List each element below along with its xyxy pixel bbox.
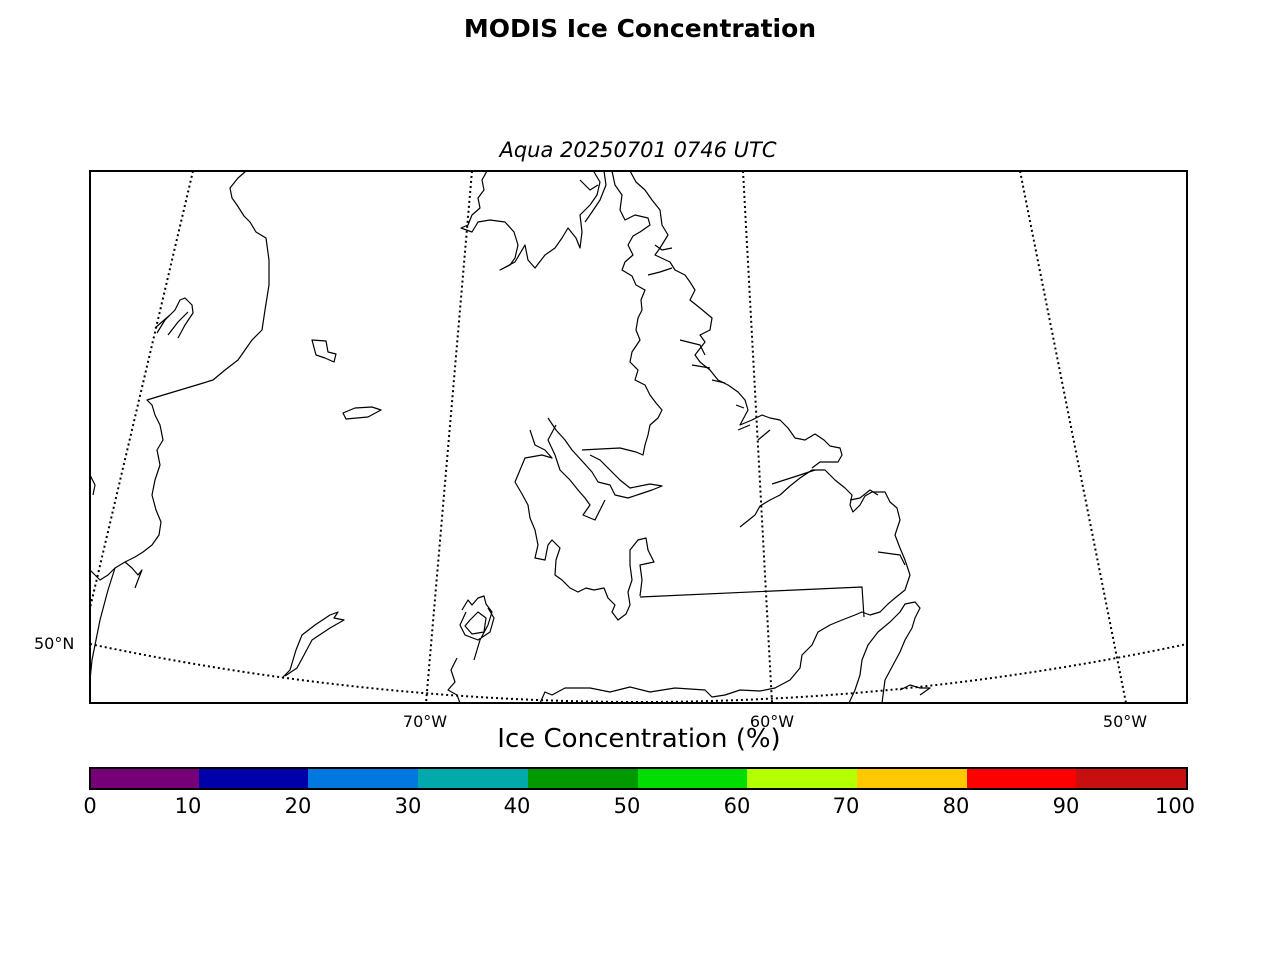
colorbar-frame [89, 767, 1188, 790]
colorbar-tick-60: 60 [723, 794, 751, 818]
colorbar-segment-9 [1076, 768, 1187, 789]
graticule [90, 171, 1187, 703]
coast-north-shore [447, 469, 911, 703]
colorbar-tick-0: 0 [83, 794, 97, 818]
coast-small-island-2 [342, 406, 382, 420]
colorbar-segment-8 [967, 768, 1077, 789]
colorbar-segment-7 [857, 768, 967, 789]
coast-inner-lake-west [514, 429, 655, 621]
coast-anticosti-west [281, 611, 345, 679]
colorbar-segment-2 [308, 768, 418, 789]
colorbar-label: Ice Concentration (%) [497, 724, 781, 754]
coast-labrador [581, 171, 663, 456]
coast-inner-river [547, 417, 663, 521]
coast-north-shore-detail [771, 469, 906, 566]
colorbar-segment-1 [199, 768, 309, 789]
lat-label-50n: 50°N [34, 634, 75, 653]
colorbar-tick-30: 30 [394, 794, 422, 818]
colorbar-tick-40: 40 [503, 794, 531, 818]
colorbar-tick-90: 90 [1052, 794, 1080, 818]
coast-labrador-islands [579, 179, 771, 441]
coast-small-island-1 [311, 339, 337, 363]
colorbar-tick-50: 50 [613, 794, 641, 818]
colorbar-segment-3 [418, 768, 528, 789]
coast-lake-70w [459, 595, 495, 661]
coast-newfoundland [848, 601, 931, 703]
colorbar-tick-80: 80 [942, 794, 970, 818]
map-content [90, 171, 1187, 703]
coast-james-bay [90, 561, 143, 681]
map-frame [89, 170, 1188, 704]
colorbar-segment-5 [638, 768, 748, 789]
figure-title: MODIS Ice Concentration [463, 14, 817, 43]
colorbar-segment-0 [90, 768, 200, 789]
meridian-80w [90, 171, 194, 609]
colorbar-tick-70: 70 [832, 794, 860, 818]
coast-hudson-bay-east [90, 171, 270, 581]
meridian-60w [742, 171, 773, 703]
coast-labrador-fringe [629, 171, 843, 469]
colorbar [89, 767, 1188, 790]
parallel-50n [90, 643, 1187, 703]
colorbar-tick-10: 10 [174, 794, 202, 818]
figure-subtitle: Aqua 20250701 0746 UTC [499, 138, 777, 162]
lon-label-70w: 70°W [402, 712, 448, 731]
meridian-50w [1019, 171, 1127, 703]
colorbar-segment-6 [747, 768, 857, 789]
lon-label-60w: 60°W [749, 712, 795, 731]
coast-islands-west [154, 297, 194, 339]
meridian-70w [425, 171, 473, 703]
lon-label-50w: 50°W [1102, 712, 1148, 731]
colorbar-segment-4 [528, 768, 638, 789]
border-quebec-labrador [639, 586, 865, 618]
coastlines [90, 171, 931, 703]
colorbar-tick-20: 20 [284, 794, 312, 818]
coast-ungava-north [460, 171, 601, 271]
colorbar-tick-100: 100 [1154, 794, 1196, 818]
coast-west-edge [90, 474, 96, 496]
